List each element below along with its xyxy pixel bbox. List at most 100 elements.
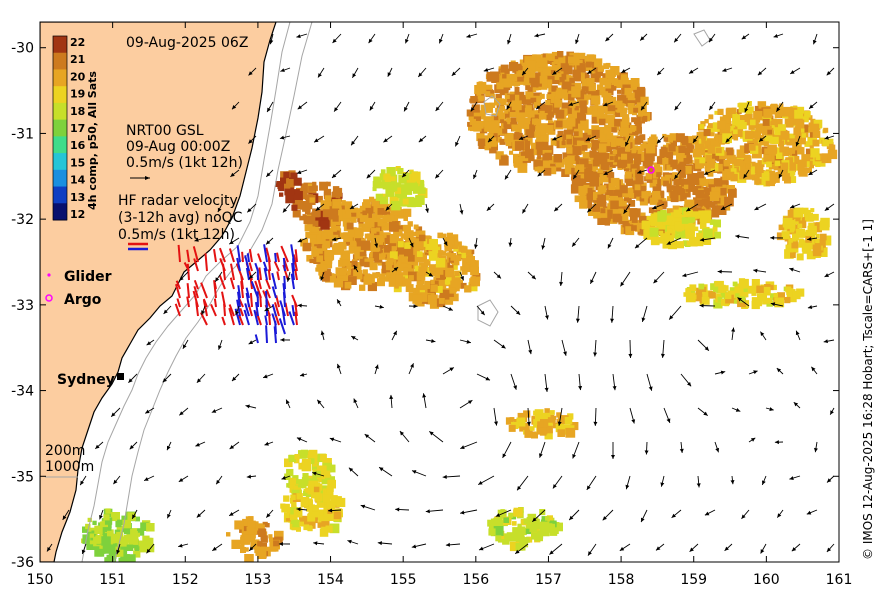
current-vector-head (653, 279, 658, 284)
hf-radar-vector (292, 258, 295, 272)
sst-pixel (621, 153, 628, 160)
current-vector-head (611, 455, 615, 459)
sst-pixel (345, 210, 351, 215)
sst-pixel (620, 74, 628, 81)
sst-pixel (350, 216, 357, 223)
sst-pixel (701, 296, 710, 305)
sst-pixel (584, 171, 594, 181)
sst-pixel (609, 156, 614, 161)
sst-pixel (755, 299, 763, 307)
sst-pixel (603, 183, 610, 189)
current-vector-head (544, 387, 549, 392)
current-vector-head (418, 138, 424, 143)
sst-pixel (234, 520, 244, 530)
current-vector-head (248, 139, 253, 144)
sst-pixel (587, 129, 594, 135)
sst-pixel (477, 138, 486, 146)
sst-pixel (580, 132, 590, 143)
sst-pixel (519, 96, 526, 103)
current-vector-head (385, 206, 390, 211)
sst-pixel (525, 148, 535, 159)
current-vector-head (504, 175, 509, 180)
sst-pixel (467, 121, 472, 127)
sst-pixel (534, 131, 541, 138)
current-vector-head (641, 517, 645, 523)
sst-pixel (734, 287, 741, 294)
sst-pixel (566, 134, 572, 141)
platform-legend: Glider Argo (45, 269, 112, 308)
hf-radar-vector (276, 271, 280, 281)
sst-pixel (530, 426, 535, 431)
sst-pixel (344, 214, 352, 222)
sst-pixel (743, 287, 748, 292)
sst-pixel (712, 286, 719, 292)
sst-pixel (294, 454, 300, 460)
sst-pixel (791, 241, 799, 249)
sst-pixel (547, 111, 555, 118)
sst-pixel (386, 258, 394, 266)
sst-pixel (122, 519, 131, 529)
sst-pixel (812, 244, 822, 254)
sst-pixel (535, 414, 544, 424)
sst-pixel (543, 79, 553, 89)
sst-pixel (411, 171, 421, 181)
sst-pixel (775, 107, 785, 117)
sst-pixel (371, 228, 377, 234)
sst-pixel (591, 125, 600, 133)
sst-pixel (545, 516, 550, 521)
sst-pixel (580, 106, 588, 114)
sst-pixel (405, 238, 413, 246)
sst-pixel (574, 106, 579, 111)
current-vector-head (280, 68, 285, 72)
sst-pixel (367, 281, 377, 292)
sst-pixel (584, 56, 590, 62)
sst-pixel (622, 221, 629, 228)
current-vector-head (296, 170, 302, 175)
current-vector-head (315, 206, 321, 211)
sst-pixel (329, 276, 336, 282)
sst-pixel (533, 118, 541, 126)
sst-pixel (376, 182, 382, 189)
sst-pixel (583, 73, 589, 79)
sst-pixel (582, 125, 588, 130)
sst-pixel (123, 535, 132, 543)
sst-pixel (692, 148, 702, 158)
sst-pixel (666, 187, 672, 193)
sst-pixel (566, 117, 576, 127)
current-vector-head (480, 310, 485, 316)
current-vector-head (116, 549, 121, 555)
current-vector-head (774, 440, 779, 445)
hf-radar-vector (274, 252, 277, 263)
sst-pixel (517, 523, 522, 529)
sst-pixel (685, 182, 696, 192)
sst-pixel (395, 268, 402, 275)
sst-pixel (394, 284, 399, 289)
current-vector-head (541, 245, 546, 250)
sst-pixel (617, 159, 626, 168)
sst-pixel (740, 165, 748, 173)
sst-pixel (576, 164, 585, 173)
sst-pixel (527, 86, 533, 92)
sst-pixel (640, 185, 647, 192)
sst-pixel (268, 537, 274, 542)
sst-pixel (289, 513, 298, 521)
sst-pixel (758, 293, 767, 302)
sst-pixel (444, 279, 451, 285)
sst-pixel (397, 241, 404, 248)
current-vector-head (248, 340, 254, 345)
sst-pixel (599, 143, 609, 153)
sst-pixel (601, 157, 608, 164)
sst-pixel (312, 461, 318, 467)
current-vector-head (641, 105, 645, 111)
sst-pixel (791, 223, 796, 228)
sst-pixel (717, 163, 723, 170)
current-vector-head (743, 174, 748, 179)
sst-pixel (798, 220, 807, 229)
sst-pixel (321, 521, 330, 530)
sst-pixel (319, 181, 328, 191)
sst-pixel (82, 534, 92, 544)
sst-pixel (673, 186, 683, 196)
sst-pixel (572, 111, 582, 121)
sst-pixel (564, 75, 571, 82)
